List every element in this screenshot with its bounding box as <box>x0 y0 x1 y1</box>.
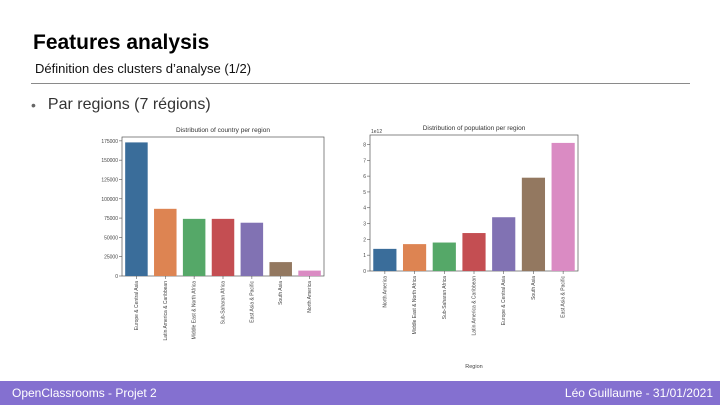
bar <box>154 208 177 276</box>
bullet-text: Par regions (7 régions) <box>47 96 211 113</box>
chart-population-per-region: Distribution of population per region 0 1 2… <box>363 125 579 370</box>
title-divider <box>31 83 690 84</box>
bar <box>182 218 206 276</box>
x-tick-label: Sub-Saharan Africa <box>442 276 448 320</box>
x-tick-label: Middle East & North Africa <box>412 276 418 335</box>
y-tick-label: 3 <box>363 222 366 228</box>
x-tick-label: North America <box>307 281 313 313</box>
x-tick-label: Latin America & Caribbean <box>163 281 169 341</box>
x-tick-label: Sub-Saharan Africa <box>221 281 227 325</box>
chart-title: Distribution of country per region <box>176 127 270 134</box>
x-tick-label: South Asia <box>278 281 284 305</box>
footer-left-text: OpenClassrooms - Projet 2 <box>12 386 157 400</box>
footer-right-text: Léo Guillaume - 31/01/2021 <box>564 386 713 400</box>
bar <box>492 217 516 271</box>
y-tick-label: 50000 <box>104 235 118 241</box>
x-tick-label: Middle East & North Africa <box>192 281 198 340</box>
bar <box>462 233 486 271</box>
y-tick-label: 75000 <box>104 216 118 222</box>
y-tick-label: 0 <box>115 274 118 280</box>
footer-bar: OpenClassrooms - Projet 2 Léo Guillaume … <box>0 381 720 405</box>
y-tick-label: 175000 <box>101 139 118 145</box>
bar <box>125 142 148 276</box>
x-tick-label: East Asia & Pacific <box>249 281 255 323</box>
page-title: Features analysis <box>33 31 210 54</box>
bar <box>551 142 575 271</box>
x-tick-label: Europe & Central Asia <box>134 281 140 330</box>
x-tick-label: North America <box>382 276 388 308</box>
x-axis-label: Region <box>465 364 482 370</box>
x-tick-label: South Asia <box>531 276 537 300</box>
y-offset-text: 1e12 <box>371 129 382 135</box>
y-tick-label: 2 <box>363 237 366 243</box>
chart-title: Distribution of population per region <box>423 125 526 132</box>
y-tick-label: 125000 <box>101 177 118 183</box>
y-tick-label: 25000 <box>104 255 118 261</box>
y-tick-label: 7 <box>363 158 366 164</box>
bar <box>373 248 397 271</box>
bar <box>402 244 427 271</box>
bullet-item: • Par regions (7 régions) <box>31 95 211 115</box>
y-tick-label: 5 <box>363 190 366 196</box>
y-tick-label: 0 <box>363 269 366 275</box>
x-tick-label: East Asia & Pacific <box>561 276 567 318</box>
x-tick-label: Europe & Central Asia <box>501 276 507 325</box>
bar <box>432 242 456 271</box>
bar <box>269 262 292 276</box>
x-tick-label: Latin America & Caribbean <box>472 276 478 336</box>
y-tick-label: 6 <box>363 174 366 180</box>
bar <box>298 270 321 276</box>
chart-country-per-region: Distribution of country per region 0 25000… <box>101 127 325 341</box>
y-tick-label: 4 <box>363 206 366 212</box>
bar <box>240 222 264 276</box>
page-subtitle: Définition des clusters d’analyse (1/2) <box>35 61 252 76</box>
y-tick-label: 150000 <box>101 158 118 164</box>
y-tick-label: 1 <box>363 253 366 259</box>
y-tick-label: 8 <box>363 142 366 148</box>
bar <box>211 218 235 276</box>
bullet-dot-icon: • <box>31 97 36 113</box>
y-tick-label: 100000 <box>101 197 118 203</box>
bar <box>521 177 546 271</box>
